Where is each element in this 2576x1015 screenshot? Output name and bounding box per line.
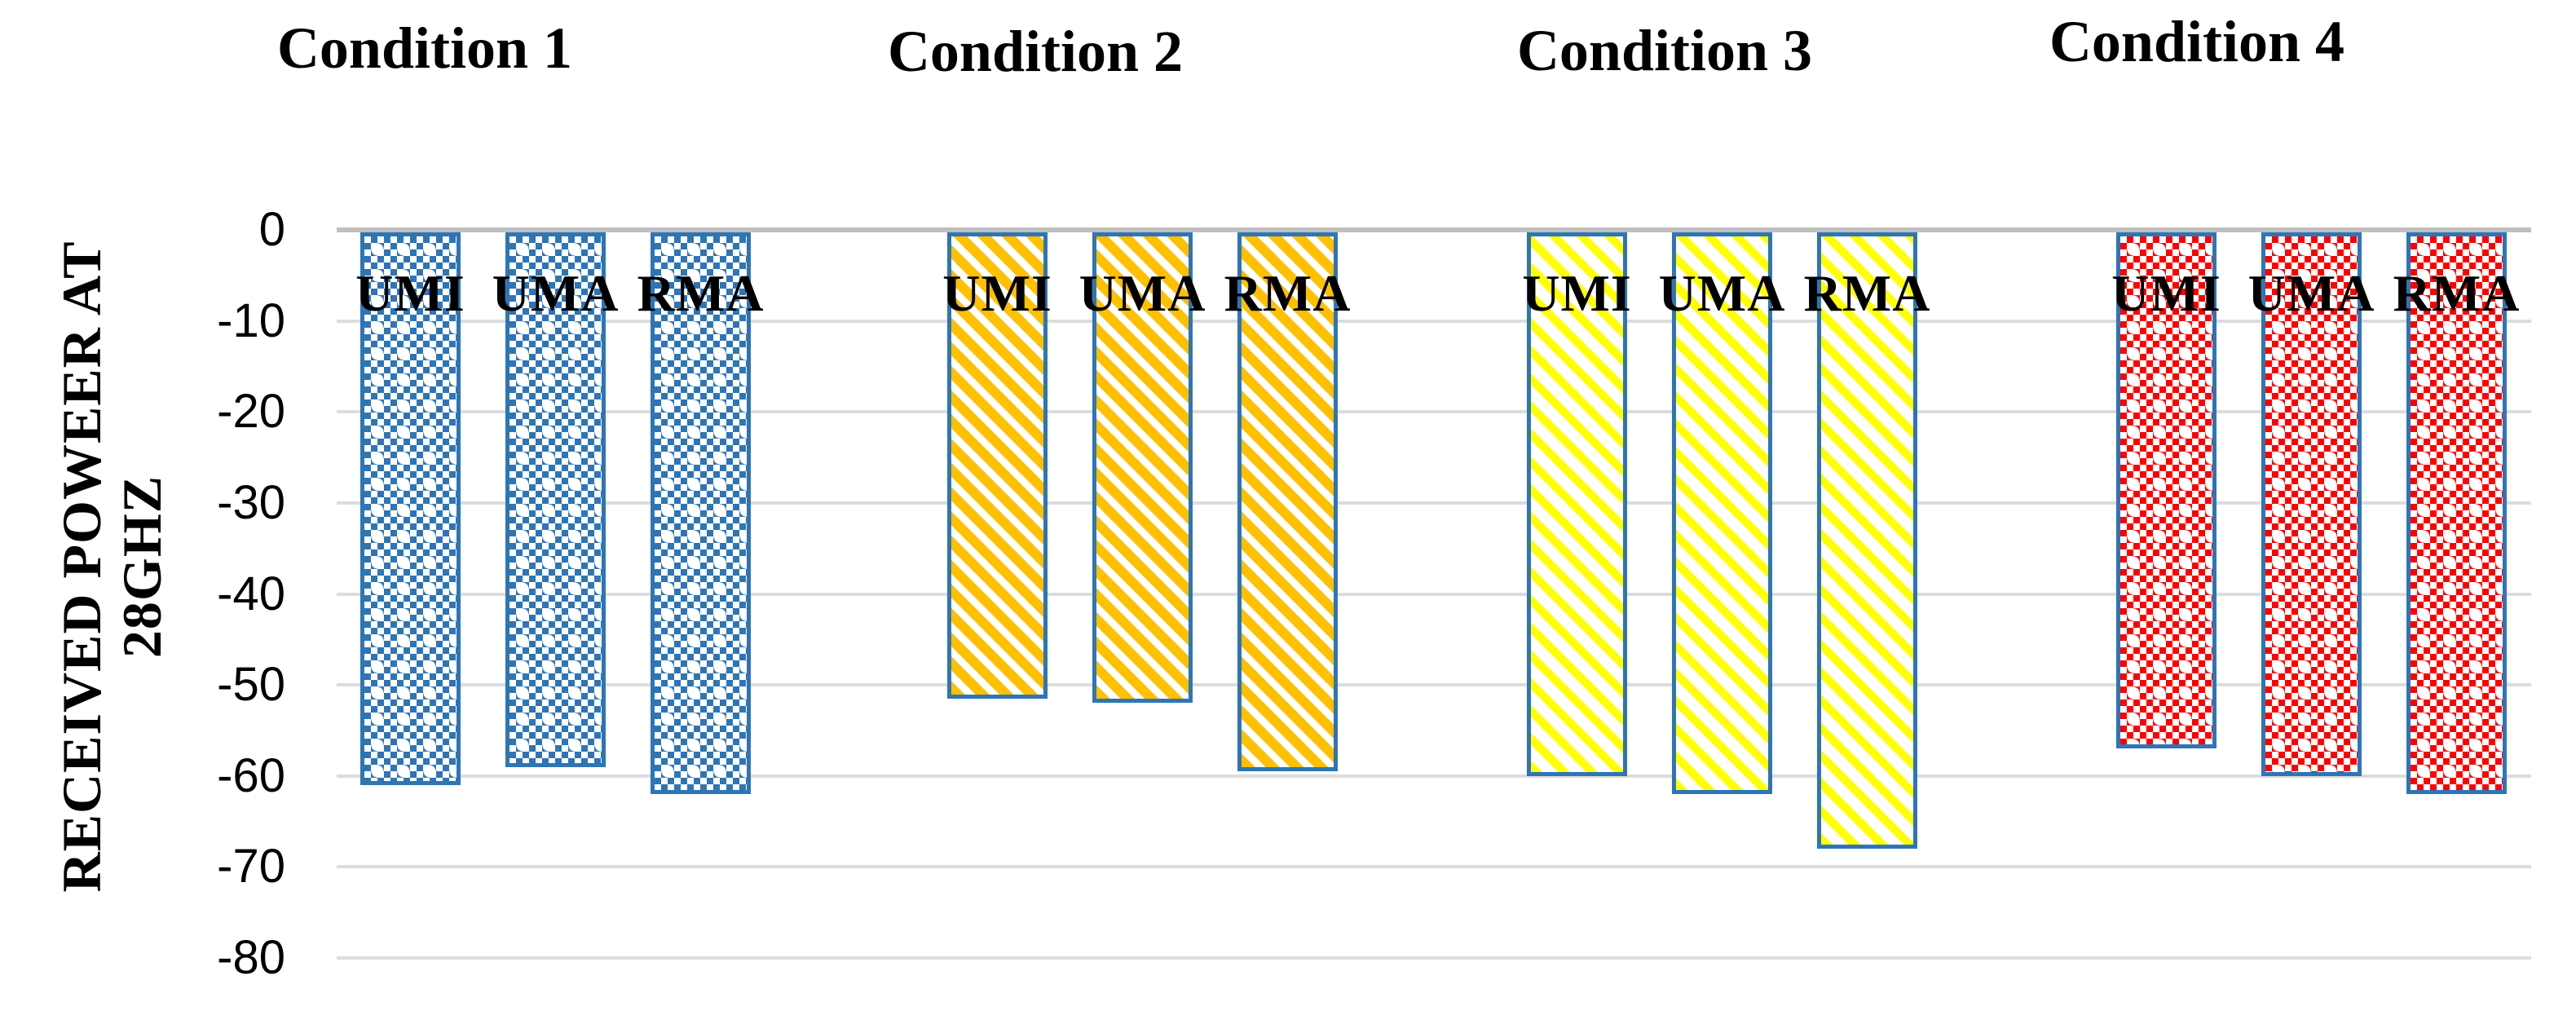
y-axis-tick--10: -10 bbox=[217, 293, 285, 347]
group-title-condition-3: Condition 3 bbox=[1516, 18, 1813, 83]
y-axis-tick--50: -50 bbox=[217, 658, 285, 712]
gridline--60 bbox=[337, 774, 2531, 778]
bar-label-condition-4-rma: RMA bbox=[2393, 264, 2521, 322]
bar-condition-3-umi bbox=[1527, 232, 1627, 776]
gridline--70 bbox=[337, 865, 2531, 869]
bar-label-condition-1-uma: UMA bbox=[492, 264, 620, 322]
bar-label-condition-2-uma: UMA bbox=[1078, 264, 1206, 322]
y-axis-tick--60: -60 bbox=[217, 748, 285, 802]
y-axis-tick-0: 0 bbox=[258, 203, 285, 256]
bar-condition-2-uma bbox=[1092, 232, 1193, 703]
bar-condition-1-uma bbox=[505, 232, 606, 767]
bar-label-condition-2-umi: UMI bbox=[942, 264, 1052, 322]
group-title-condition-4: Condition 4 bbox=[2049, 9, 2345, 74]
bar-label-condition-2-rma: RMA bbox=[1224, 264, 1352, 322]
y-axis-tick--40: -40 bbox=[217, 567, 285, 620]
bar-label-condition-4-uma: UMA bbox=[2247, 264, 2375, 322]
bar-condition-4-umi bbox=[2116, 232, 2217, 748]
bar-condition-1-rma bbox=[651, 232, 751, 794]
gridline--40 bbox=[337, 592, 2531, 596]
bar-label-condition-4-umi: UMI bbox=[2111, 264, 2221, 322]
gridline--20 bbox=[337, 410, 2531, 414]
bar-condition-2-umi bbox=[947, 232, 1048, 699]
y-axis-tick--20: -20 bbox=[217, 385, 285, 439]
bar-label-condition-1-rma: RMA bbox=[637, 264, 765, 322]
bar-condition-4-uma bbox=[2261, 232, 2362, 776]
bar-condition-4-rma bbox=[2406, 232, 2507, 794]
bar-label-condition-3-umi: UMI bbox=[1522, 264, 1632, 322]
group-title-condition-2: Condition 2 bbox=[887, 19, 1184, 84]
bar-condition-3-rma bbox=[1817, 232, 1917, 849]
zero-axis-line bbox=[337, 227, 2531, 232]
gridline--10 bbox=[337, 319, 2531, 323]
gridline--50 bbox=[337, 683, 2531, 687]
bar-condition-1-umi bbox=[360, 232, 461, 785]
y-axis-tick--80: -80 bbox=[217, 931, 285, 984]
y-axis-tick--70: -70 bbox=[217, 840, 285, 894]
bar-condition-2-rma bbox=[1237, 232, 1338, 771]
bar-condition-3-uma bbox=[1672, 232, 1772, 794]
bar-label-condition-3-rma: RMA bbox=[1803, 264, 1931, 322]
group-title-condition-1: Condition 1 bbox=[276, 15, 573, 81]
bar-label-condition-3-uma: UMA bbox=[1658, 264, 1786, 322]
bar-label-condition-1-umi: UMI bbox=[355, 264, 465, 322]
gridline--80 bbox=[337, 956, 2531, 960]
y-axis-title-line-1: RECEIVED POWEER AT bbox=[51, 241, 112, 893]
y-axis-tick--30: -30 bbox=[217, 475, 285, 529]
gridline--30 bbox=[337, 501, 2531, 505]
